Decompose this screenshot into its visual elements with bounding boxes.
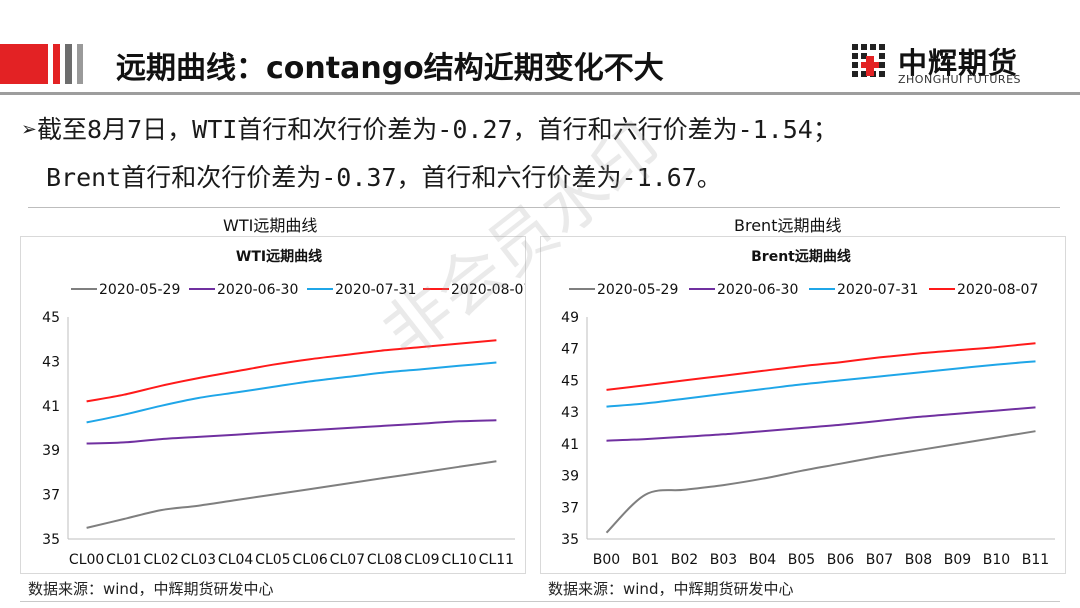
x-tick-label: B02 [671,552,698,568]
y-tick-label: 39 [42,443,60,459]
wti-forward-curve-chart: WTI远期曲线 2020-05-29 2020-06-30 2020-07-31 202… [42,248,525,568]
y-tick-label: 41 [561,437,579,453]
page-title: 远期曲线：contango结构近期变化不大 [116,51,664,86]
x-tick-label: CL03 [181,552,216,568]
series-line-2020-05-29 [86,460,497,529]
bullet-line-2: Brent首行和次行价差为-0.37，首行和六行价差为-1.67。 [46,163,722,192]
source-note-brent: 数据来源：wind，中辉期货研发中心 [548,580,794,598]
header-accent-bar [0,44,48,84]
x-tick-label: B00 [593,552,620,568]
y-tick-label: 43 [42,354,60,370]
series-line-2020-08-07 [86,339,497,403]
x-tick-label: CL09 [404,552,439,568]
x-tick-label: B06 [827,552,855,568]
legend-label-2020-08-07: 2020-08-07 [957,282,1038,298]
logo-name-cn: 中辉期货 [898,46,1019,80]
y-tick-label: 37 [561,500,579,516]
chart-title: Brent远期曲线 [751,248,851,265]
x-tick-label: CL06 [292,552,327,568]
series-line-2020-06-30 [86,419,497,445]
header-stripe-1 [53,44,60,84]
header-stripe-2 [65,44,72,84]
series-line-2020-05-29 [605,430,1036,534]
bullet-line-1: ➢截至8月7日，WTI首行和次行价差为-0.27，首行和六行价差为-1.54； [22,115,838,144]
header-stripe-3 [77,44,83,84]
legend-label-2020-06-30: 2020-06-30 [717,282,798,298]
x-tick-label: B07 [866,552,893,568]
logo-name-en: ZHONGHUI FUTURES [898,73,1022,86]
x-tick-label: CL00 [69,552,104,568]
company-logo: 中辉期货 ZHONGHUI FUTURES [846,42,1046,88]
section-divider [28,207,1060,208]
x-tick-label: B04 [749,552,777,568]
x-tick-label: CL01 [106,552,141,568]
y-tick-label: 37 [42,488,60,504]
brent-forward-curve-chart: Brent远期曲线 2020-05-29 2020-06-30 2020-07-31 2… [561,248,1055,568]
x-tick-label: CL05 [255,552,290,568]
series-line-2020-07-31 [86,361,497,424]
source-note-wti: 数据来源：wind，中辉期货研发中心 [28,580,274,598]
wti-chart-box: WTI远期曲线 2020-05-29 2020-06-30 2020-07-31 202… [20,236,526,574]
y-tick-label: 35 [561,532,579,548]
footer-divider [20,601,1060,602]
y-tick-label: 41 [42,399,60,415]
y-tick-label: 45 [561,373,579,389]
y-tick-label: 39 [561,469,579,485]
x-tick-label: B11 [1022,552,1049,568]
brent-chart-box: Brent远期曲线 2020-05-29 2020-06-30 2020-07-31 2… [540,236,1066,574]
legend-label-2020-07-31: 2020-07-31 [335,282,416,298]
x-tick-label: CL11 [479,552,514,568]
y-tick-label: 47 [561,342,579,358]
chart-title: WTI远期曲线 [236,248,322,265]
x-tick-label: CL04 [218,552,253,568]
panel-caption-wti: WTI远期曲线 [223,216,318,235]
x-tick-label: B05 [788,552,815,568]
x-tick-label: CL10 [441,552,476,568]
x-tick-label: CL08 [367,552,402,568]
logo-grid-icon [852,44,885,77]
x-tick-label: B01 [632,552,659,568]
series-line-2020-08-07 [606,342,1036,391]
x-tick-label: B03 [710,552,737,568]
x-tick-label: CL07 [330,552,365,568]
legend-label-2020-05-29: 2020-05-29 [597,282,678,298]
header-divider [0,92,1080,95]
y-tick-label: 45 [42,310,60,326]
legend-label-2020-06-30: 2020-06-30 [217,282,298,298]
series-line-2020-06-30 [606,406,1036,442]
y-tick-label: 49 [561,310,579,326]
x-tick-label: B10 [983,552,1010,568]
panel-caption-brent: Brent远期曲线 [734,216,842,235]
series-line-2020-07-31 [606,360,1036,408]
y-tick-label: 35 [42,532,60,548]
legend-label-2020-07-31: 2020-07-31 [837,282,918,298]
legend-label-2020-08-07: 2020-08-07 [451,282,525,298]
x-tick-label: CL02 [143,552,178,568]
x-tick-label: B08 [905,552,932,568]
y-tick-label: 43 [561,405,579,421]
x-tick-label: B09 [944,552,971,568]
legend-label-2020-05-29: 2020-05-29 [99,282,180,298]
